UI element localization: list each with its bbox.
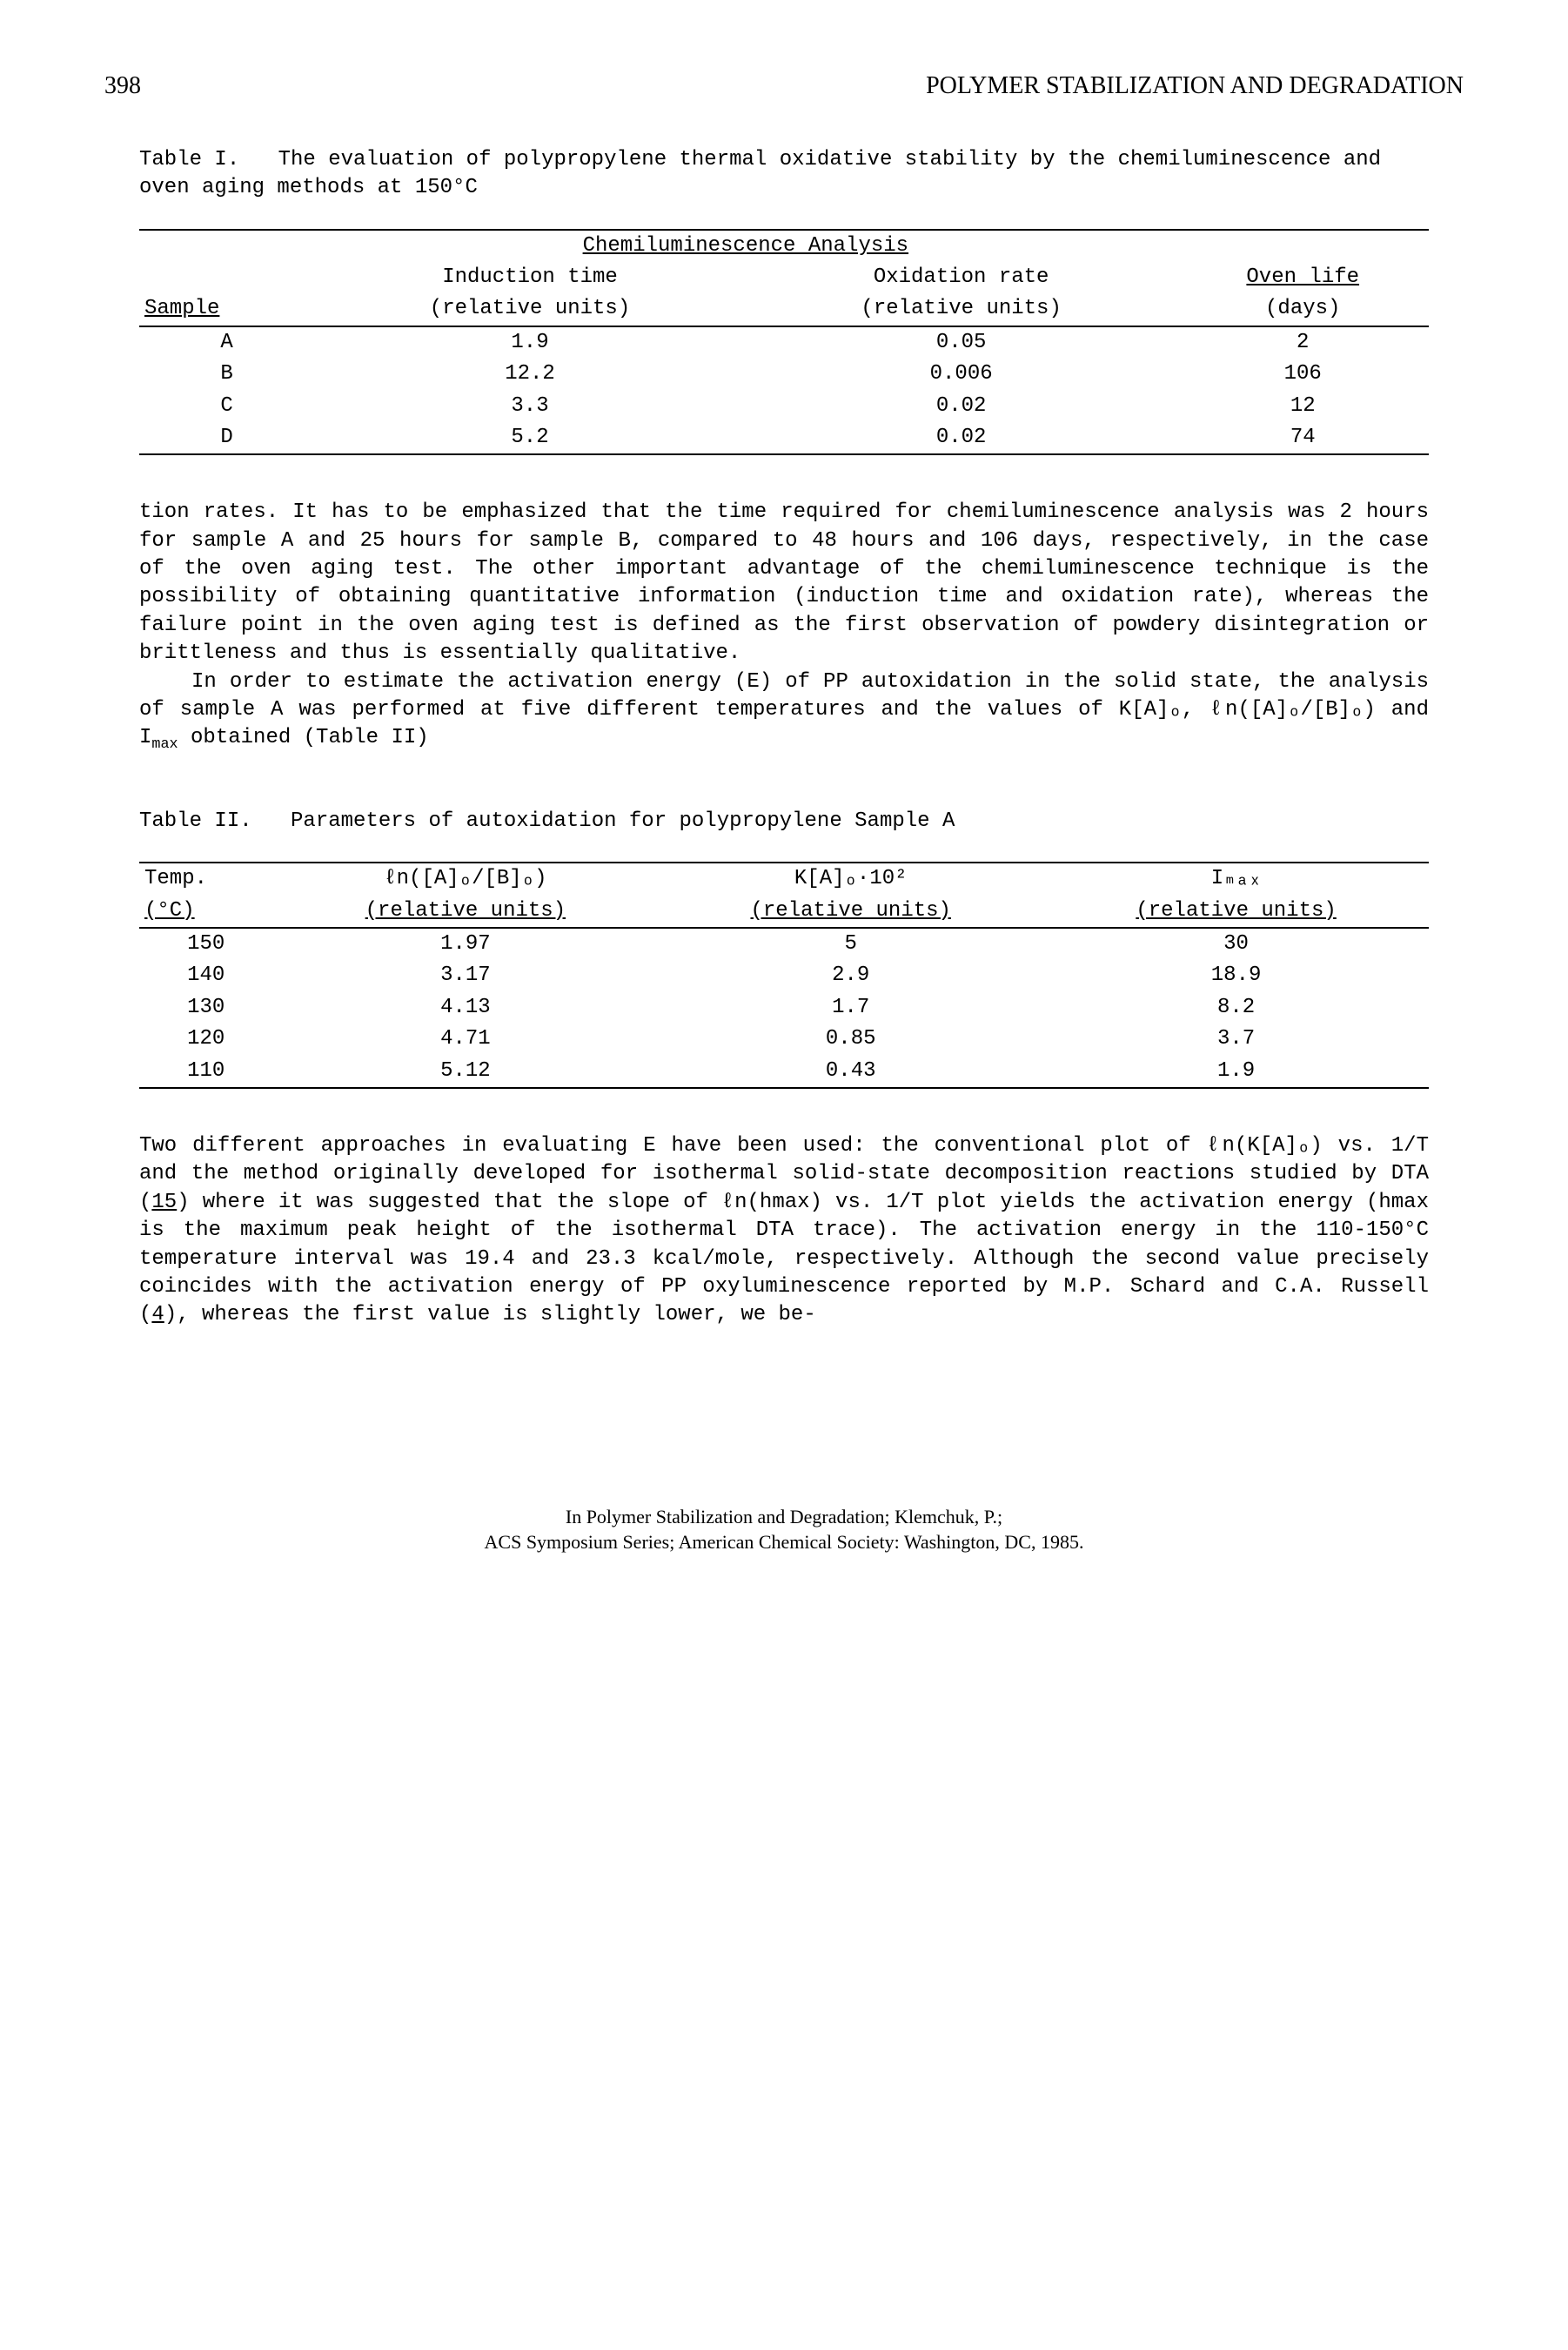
col-oven-unit: (days) bbox=[1176, 293, 1429, 326]
table-row: C 3.3 0.02 12 bbox=[139, 391, 1429, 422]
table-row: B 12.2 0.006 106 bbox=[139, 359, 1429, 390]
table-2-label: Table II. bbox=[139, 809, 252, 833]
footer-line-1: In Polymer Stabilization and Degradation… bbox=[104, 1504, 1464, 1530]
table-row: 140 3.17 2.9 18.9 bbox=[139, 960, 1429, 991]
col-ln: ℓn([A]ₒ/[B]ₒ) bbox=[272, 863, 658, 895]
table-row: 120 4.71 0.85 3.7 bbox=[139, 1024, 1429, 1055]
col-imax: Iₘₐₓ bbox=[1043, 863, 1429, 895]
table-1-caption: The evaluation of polypropylene thermal … bbox=[139, 148, 1381, 199]
col-oven: Oven life bbox=[1176, 262, 1429, 293]
table-1-label: Table I. bbox=[139, 148, 239, 171]
col-temp: Temp. bbox=[139, 863, 272, 895]
col-temp-unit: (°C) bbox=[139, 896, 272, 928]
table-2: Temp. ℓn([A]ₒ/[B]ₒ) K[A]ₒ·10² Iₘₐₓ (°C) … bbox=[139, 862, 1429, 1089]
col-sample: Sample bbox=[139, 293, 314, 326]
table-row: 110 5.12 0.43 1.9 bbox=[139, 1056, 1429, 1088]
page-header: 398 POLYMER STABILIZATION AND DEGRADATIO… bbox=[104, 70, 1464, 103]
ref-15: 15 bbox=[151, 1191, 177, 1214]
ref-4: 4 bbox=[151, 1303, 164, 1326]
table-row: A 1.9 0.05 2 bbox=[139, 326, 1429, 359]
table-2-caption: Parameters of autoxidation for polypropy… bbox=[291, 809, 955, 833]
paragraph-2: In order to estimate the activation ener… bbox=[139, 668, 1429, 755]
table-row: D 5.2 0.02 74 bbox=[139, 422, 1429, 454]
paragraph-1: tion rates. It has to be emphasized that… bbox=[139, 499, 1429, 755]
table-1: Chemiluminescence Analysis Induction tim… bbox=[139, 229, 1429, 456]
col-induction-unit: (relative units) bbox=[314, 293, 746, 326]
table-1-superheader: Chemiluminescence Analysis bbox=[314, 230, 1176, 262]
table-2-title: Table II. Parameters of autoxidation for… bbox=[139, 808, 1429, 836]
table-row: 130 4.13 1.7 8.2 bbox=[139, 992, 1429, 1024]
paragraph-3: Two different approaches in evaluating E… bbox=[139, 1132, 1429, 1330]
col-ln-unit: (relative units) bbox=[272, 896, 658, 928]
col-induction: Induction time bbox=[314, 262, 746, 293]
table-row: 150 1.97 5 30 bbox=[139, 928, 1429, 960]
col-imax-unit: (relative units) bbox=[1043, 896, 1429, 928]
page-number: 398 bbox=[104, 70, 141, 103]
table-1-title: Table I. The evaluation of polypropylene… bbox=[139, 146, 1429, 203]
col-oxidation: Oxidation rate bbox=[746, 262, 1177, 293]
running-head: POLYMER STABILIZATION AND DEGRADATION bbox=[926, 70, 1464, 103]
footer-line-2: ACS Symposium Series; American Chemical … bbox=[104, 1529, 1464, 1555]
col-oxidation-unit: (relative units) bbox=[746, 293, 1177, 326]
col-ka-unit: (relative units) bbox=[658, 896, 1043, 928]
col-ka: K[A]ₒ·10² bbox=[658, 863, 1043, 895]
page-footer: In Polymer Stabilization and Degradation… bbox=[104, 1504, 1464, 1555]
